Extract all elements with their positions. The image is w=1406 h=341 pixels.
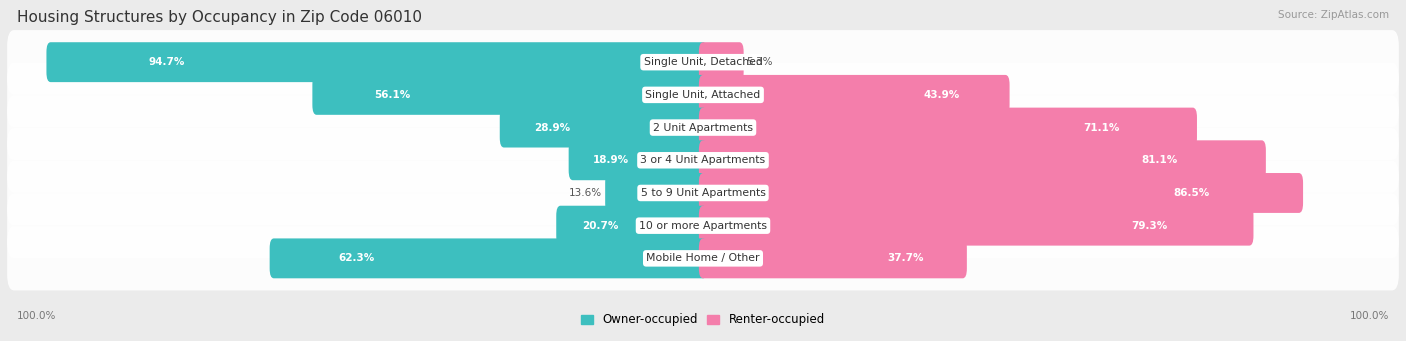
Text: Single Unit, Detached: Single Unit, Detached	[644, 57, 762, 67]
Text: 10 or more Apartments: 10 or more Apartments	[638, 221, 768, 231]
FancyBboxPatch shape	[699, 75, 1010, 115]
FancyBboxPatch shape	[557, 206, 707, 246]
FancyBboxPatch shape	[699, 140, 1265, 180]
FancyBboxPatch shape	[568, 140, 707, 180]
Text: 94.7%: 94.7%	[149, 57, 184, 67]
Text: 37.7%: 37.7%	[887, 253, 924, 263]
Text: 5 to 9 Unit Apartments: 5 to 9 Unit Apartments	[641, 188, 765, 198]
FancyBboxPatch shape	[7, 194, 1399, 258]
FancyBboxPatch shape	[699, 238, 967, 278]
FancyBboxPatch shape	[699, 42, 744, 82]
Text: 3 or 4 Unit Apartments: 3 or 4 Unit Apartments	[641, 155, 765, 165]
Text: 71.1%: 71.1%	[1083, 122, 1119, 133]
Text: 86.5%: 86.5%	[1173, 188, 1209, 198]
FancyBboxPatch shape	[7, 161, 1399, 225]
FancyBboxPatch shape	[312, 75, 707, 115]
Text: 56.1%: 56.1%	[374, 90, 411, 100]
Text: 28.9%: 28.9%	[534, 122, 569, 133]
Text: Housing Structures by Occupancy in Zip Code 06010: Housing Structures by Occupancy in Zip C…	[17, 10, 422, 25]
Text: 79.3%: 79.3%	[1132, 221, 1167, 231]
FancyBboxPatch shape	[46, 42, 707, 82]
FancyBboxPatch shape	[699, 206, 1254, 246]
Text: 43.9%: 43.9%	[924, 90, 960, 100]
FancyBboxPatch shape	[499, 108, 707, 148]
FancyBboxPatch shape	[7, 30, 1399, 94]
Text: Source: ZipAtlas.com: Source: ZipAtlas.com	[1278, 10, 1389, 20]
FancyBboxPatch shape	[605, 173, 707, 213]
Text: 100.0%: 100.0%	[17, 311, 56, 321]
Text: 18.9%: 18.9%	[592, 155, 628, 165]
FancyBboxPatch shape	[699, 173, 1303, 213]
Text: 20.7%: 20.7%	[582, 221, 619, 231]
FancyBboxPatch shape	[7, 226, 1399, 291]
FancyBboxPatch shape	[699, 108, 1197, 148]
Text: 81.1%: 81.1%	[1142, 155, 1178, 165]
FancyBboxPatch shape	[7, 128, 1399, 192]
Text: 62.3%: 62.3%	[339, 253, 374, 263]
Legend: Owner-occupied, Renter-occupied: Owner-occupied, Renter-occupied	[581, 313, 825, 326]
Text: 2 Unit Apartments: 2 Unit Apartments	[652, 122, 754, 133]
Text: Mobile Home / Other: Mobile Home / Other	[647, 253, 759, 263]
FancyBboxPatch shape	[270, 238, 707, 278]
Text: 5.3%: 5.3%	[747, 57, 773, 67]
Text: 13.6%: 13.6%	[569, 188, 602, 198]
Text: 100.0%: 100.0%	[1350, 311, 1389, 321]
FancyBboxPatch shape	[7, 63, 1399, 127]
Text: Single Unit, Attached: Single Unit, Attached	[645, 90, 761, 100]
FancyBboxPatch shape	[7, 95, 1399, 160]
